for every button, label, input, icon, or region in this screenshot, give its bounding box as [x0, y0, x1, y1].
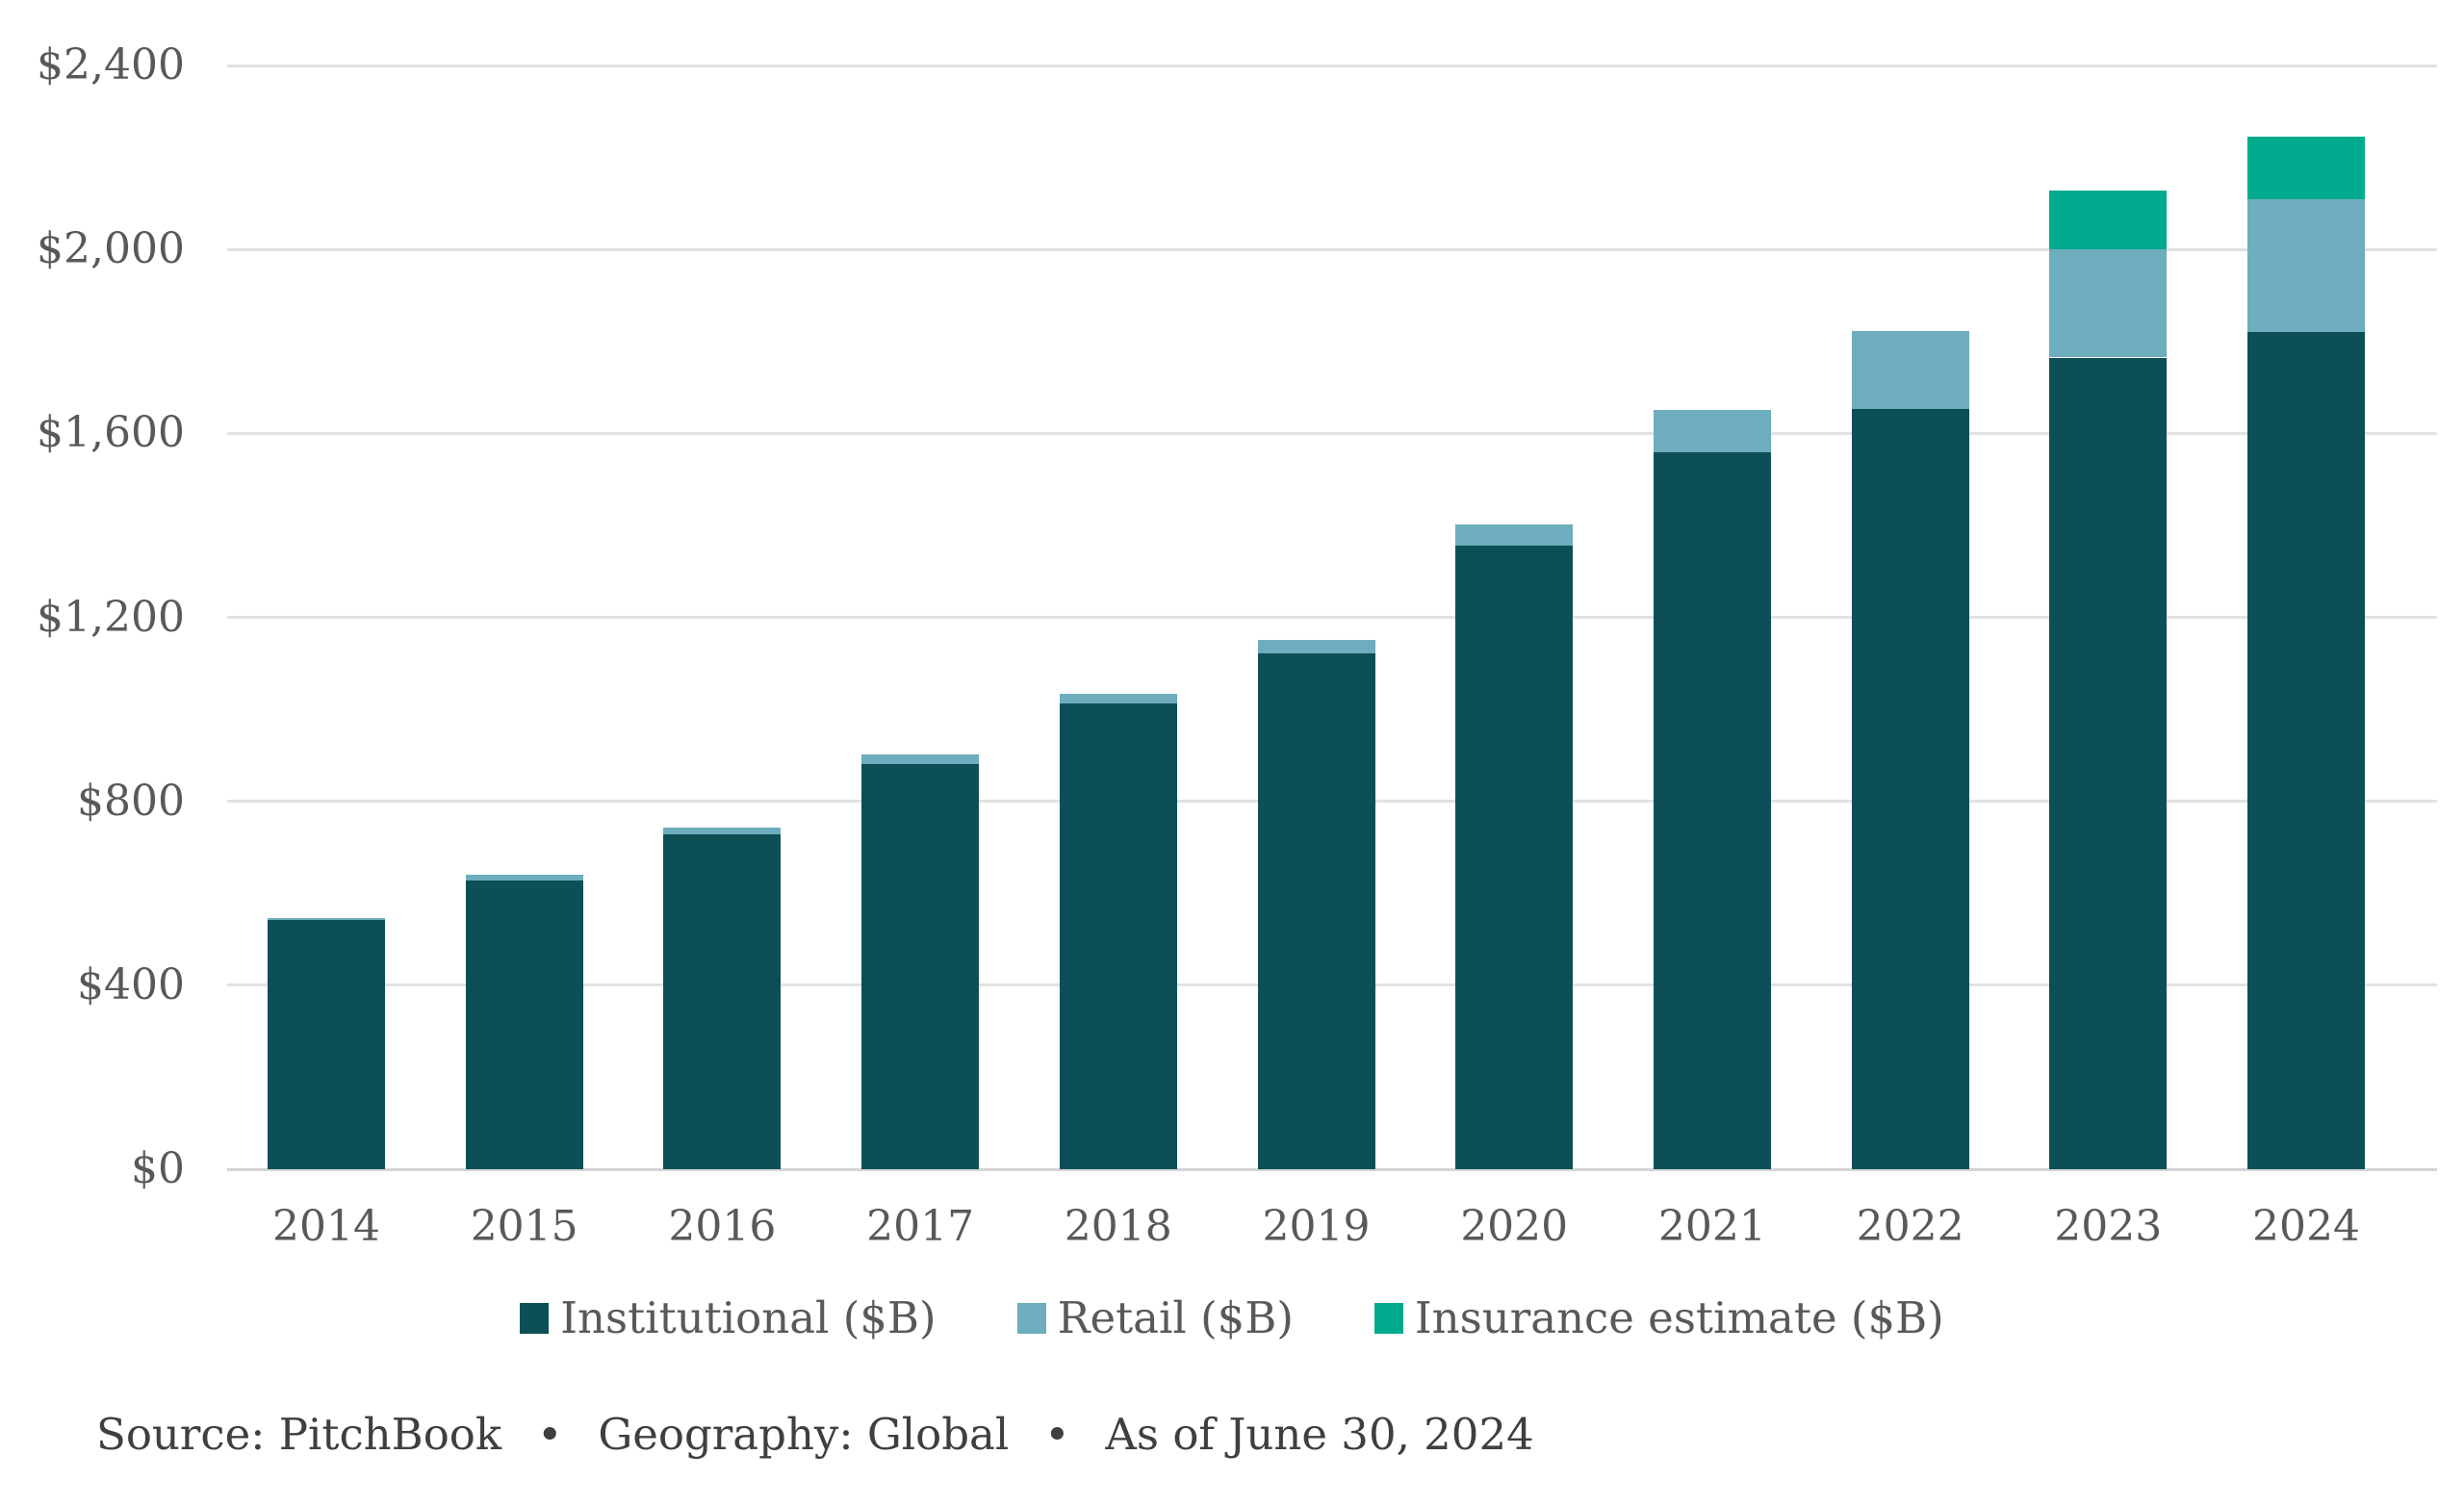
- legend-swatch-icon: [1016, 1303, 1046, 1334]
- bar-segment-2015-retail-b: [465, 875, 583, 881]
- legend-item-institutional-b: Institutional ($B): [520, 1291, 937, 1345]
- x-tick-label-2017: 2017: [866, 1202, 975, 1251]
- legend-label: Retail ($B): [1057, 1292, 1294, 1343]
- bar-segment-2014-retail-b: [268, 917, 385, 920]
- x-tick-label-2018: 2018: [1064, 1202, 1172, 1251]
- bar-segment-2024-institutional-b: [2247, 332, 2365, 1169]
- y-tick-label: $1,200: [37, 592, 185, 642]
- gridline-1600: [227, 431, 2437, 435]
- chart-legend: Institutional ($B) Retail ($B) Insurance e…: [0, 1291, 2464, 1345]
- bar-segment-2019-institutional-b: [1257, 653, 1375, 1169]
- x-tick-label-2021: 2021: [1657, 1202, 1766, 1251]
- bar-segment-2015-institutional-b: [465, 880, 583, 1169]
- bar-segment-2023-retail-b: [2049, 249, 2168, 358]
- y-tick-label: $800: [77, 776, 185, 826]
- x-tick-label-2015: 2015: [470, 1202, 578, 1251]
- source-attribution: Source: PitchBook • Geography: Global • …: [96, 1409, 1534, 1460]
- bar-segment-2022-retail-b: [1851, 331, 1969, 409]
- bar-segment-2024-retail-b: [2247, 199, 2365, 333]
- x-tick-label-2014: 2014: [272, 1202, 380, 1251]
- legend-swatch-icon: [520, 1303, 550, 1334]
- bar-segment-2019-retail-b: [1257, 639, 1375, 654]
- x-tick-label-2024: 2024: [2252, 1202, 2360, 1251]
- gridline-1200: [227, 616, 2437, 619]
- bar-segment-2018-institutional-b: [1059, 703, 1177, 1169]
- legend-swatch-icon: [1373, 1303, 1403, 1334]
- bar-segment-2017-retail-b: [861, 754, 980, 764]
- gridline-2400: [227, 64, 2437, 67]
- legend-item-insurance-estimate-b: Insurance estimate ($B): [1373, 1291, 1944, 1345]
- bar-segment-2023-institutional-b: [2049, 357, 2168, 1169]
- y-tick-label: $1,600: [37, 408, 185, 458]
- x-tick-label-2016: 2016: [668, 1202, 777, 1251]
- legend-item-retail-b: Retail ($B): [1016, 1291, 1294, 1345]
- x-tick-label-2022: 2022: [1856, 1202, 1964, 1251]
- y-tick-label: $2,000: [37, 224, 185, 274]
- x-tick-label-2020: 2020: [1460, 1202, 1569, 1251]
- legend-label: Institutional ($B): [560, 1292, 937, 1343]
- bar-segment-2017-institutional-b: [861, 764, 980, 1169]
- bar-segment-2014-institutional-b: [268, 920, 385, 1169]
- y-tick-label: $2,400: [37, 40, 185, 89]
- bar-segment-2020-retail-b: [1455, 524, 1574, 546]
- bar-segment-2024-insurance-estimate-b: [2247, 136, 2365, 200]
- bar-segment-2021-institutional-b: [1653, 451, 1771, 1169]
- y-tick-label: $0: [131, 1144, 185, 1193]
- bar-segment-2021-retail-b: [1653, 410, 1771, 452]
- bar-segment-2018-retail-b: [1059, 693, 1177, 704]
- bar-segment-2023-insurance-estimate-b: [2049, 190, 2168, 250]
- bar-segment-2016-institutional-b: [663, 834, 782, 1169]
- legend-label: Insurance estimate ($B): [1414, 1292, 1944, 1343]
- gridline-2000: [227, 247, 2437, 251]
- y-tick-label: $400: [77, 959, 185, 1009]
- x-tick-label-2023: 2023: [2054, 1202, 2163, 1251]
- bar-segment-2016-retail-b: [663, 827, 782, 835]
- bar-segment-2022-institutional-b: [1851, 409, 1969, 1169]
- x-tick-label-2019: 2019: [1262, 1202, 1371, 1251]
- x-axis-line: [227, 1167, 2437, 1171]
- bar-segment-2020-institutional-b: [1455, 545, 1574, 1169]
